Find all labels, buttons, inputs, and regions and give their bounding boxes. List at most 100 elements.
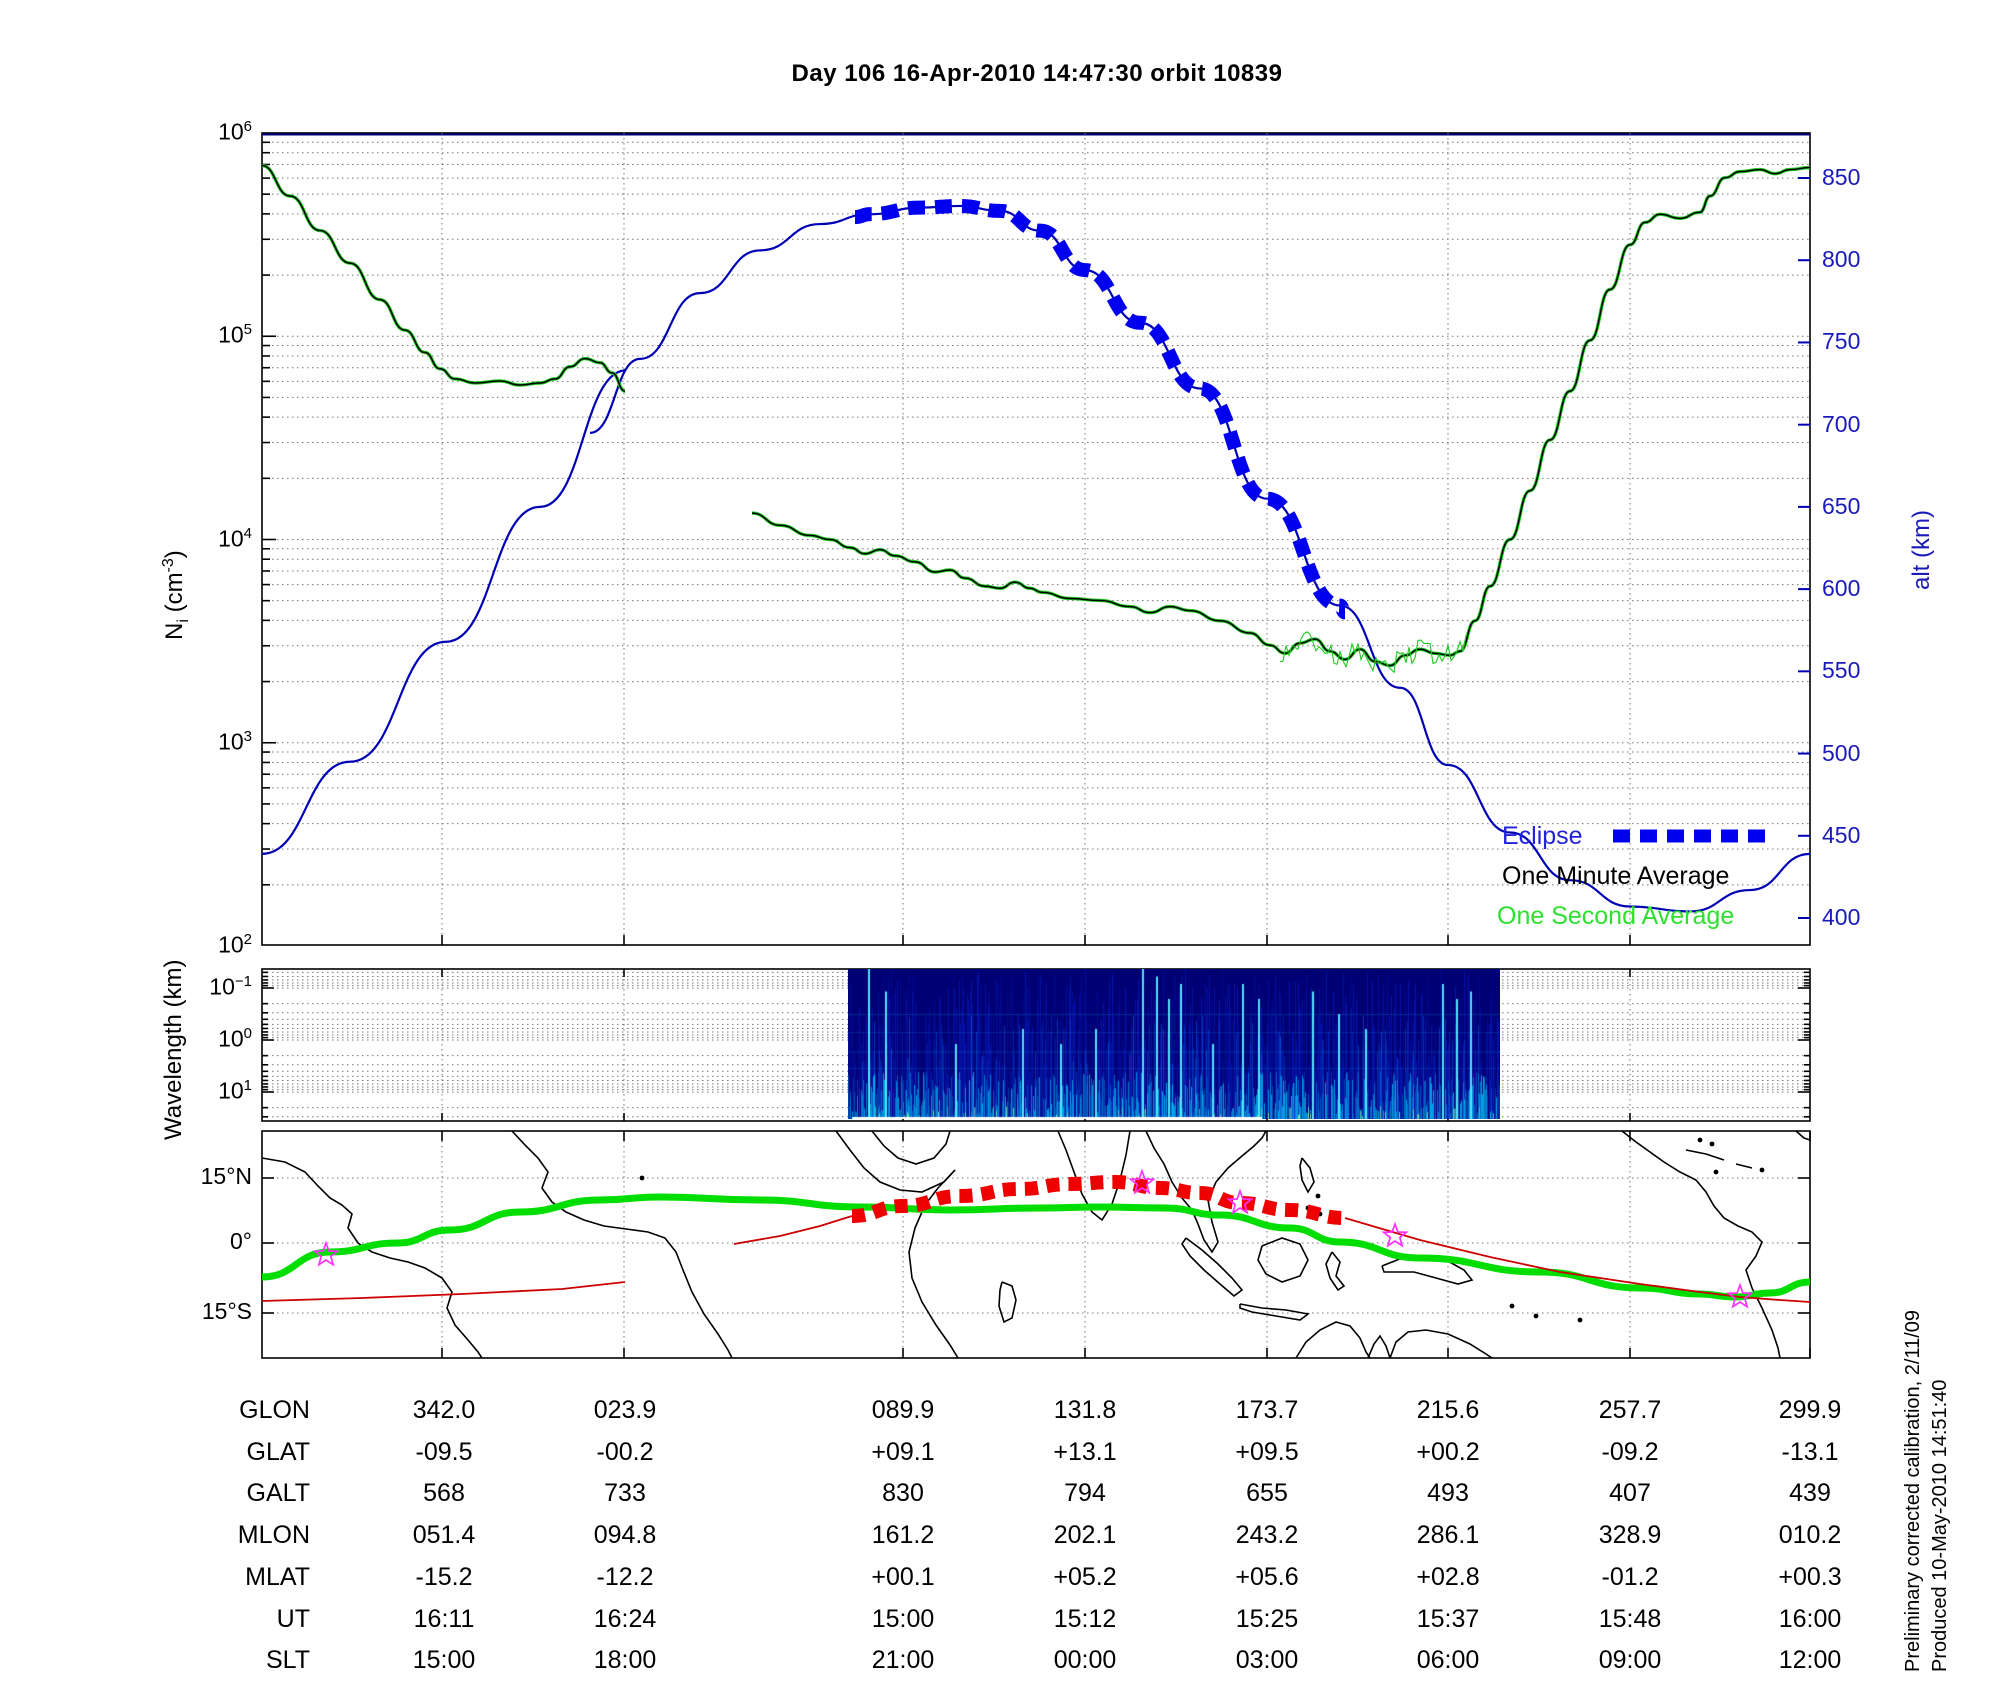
- coastline: [1795, 1130, 1811, 1141]
- altitude-tick-label: 850: [1822, 164, 1861, 190]
- table-cell: -09.2: [1601, 1437, 1659, 1466]
- island-dot: [1577, 1317, 1583, 1323]
- table-cell: -15.2: [415, 1562, 473, 1591]
- production-note-line2: Produced 10-May-2010 14:51:40: [1929, 1379, 1951, 1672]
- island-dot: [1509, 1303, 1515, 1309]
- track-star-marker: [1726, 1282, 1754, 1309]
- island-dot: [1709, 1141, 1715, 1147]
- one-second-average-line-0: [261, 163, 626, 393]
- coastline: [511, 1130, 733, 1359]
- table-cell: +00.1: [871, 1562, 935, 1591]
- table-cell: -01.2: [1601, 1562, 1659, 1591]
- eclipse-dashed-line: [854, 198, 1350, 620]
- table-cell: 094.8: [593, 1521, 657, 1550]
- table-cell: 830: [882, 1479, 924, 1508]
- one-minute-average-line-0: [261, 164, 626, 392]
- altitude-line-main: [589, 204, 1811, 913]
- altitude-tick-label: 500: [1822, 739, 1861, 766]
- one-second-jitter: [1279, 631, 1467, 674]
- spectrogram-image: [848, 969, 1500, 1119]
- production-note-line1: Preliminary corrected calibration, 2/11/…: [1902, 1309, 1924, 1672]
- legend-one-minute-label: One Minute Average: [1502, 862, 1730, 890]
- table-cell: 173.7: [1235, 1396, 1299, 1424]
- red-track-2: [733, 1215, 853, 1245]
- table-cell: 131.8: [1053, 1396, 1117, 1424]
- density-tick-label: 104: [218, 524, 252, 552]
- table-row-label-mlon: MLON: [237, 1521, 310, 1550]
- table-cell: 439: [1789, 1479, 1831, 1508]
- track-star-marker: [1381, 1221, 1409, 1248]
- table-cell: 15:00: [871, 1604, 935, 1633]
- altitude-tick-label: 750: [1822, 328, 1861, 355]
- island-dot: [1713, 1169, 1719, 1175]
- table-cell: +05.2: [1053, 1562, 1117, 1591]
- wavelength-tick-label: 10−1: [209, 973, 252, 1000]
- altitude-tick-label: 550: [1822, 657, 1861, 684]
- table-row-label-glat: GLAT: [246, 1437, 310, 1466]
- table-cell: -12.2: [596, 1562, 654, 1591]
- coastline: [1057, 1130, 1131, 1222]
- table-cell: 023.9: [593, 1396, 657, 1424]
- table-row-label-ut: UT: [276, 1604, 310, 1633]
- altitude-tick-label: 700: [1822, 410, 1861, 437]
- table-cell: 794: [1064, 1479, 1106, 1508]
- table-cell: 18:00: [593, 1646, 657, 1675]
- coastline: [908, 1169, 959, 1359]
- table-cell: 215.6: [1416, 1396, 1480, 1424]
- one-minute-average-line-1: [751, 166, 1811, 667]
- table-cell: 15:48: [1598, 1604, 1662, 1633]
- table-cell: 243.2: [1235, 1521, 1299, 1550]
- coastline: [871, 1130, 951, 1165]
- table-cell: 051.4: [412, 1521, 476, 1550]
- table-cell: +05.6: [1235, 1562, 1299, 1591]
- table-cell: 161.2: [871, 1521, 935, 1550]
- density-tick-label: 102: [218, 931, 252, 958]
- track-star-marker: [312, 1240, 340, 1267]
- table-cell: +09.1: [871, 1437, 935, 1466]
- table-cell: 00:00: [1053, 1646, 1117, 1675]
- table-cell: 010.2: [1778, 1521, 1842, 1550]
- table-cell: 299.9: [1778, 1396, 1842, 1424]
- table-cell: 568: [423, 1479, 465, 1508]
- coastline: [1145, 1130, 1267, 1254]
- coastline: [1299, 1157, 1315, 1194]
- coastline: [1295, 1321, 1371, 1359]
- coastline: [1621, 1130, 1781, 1359]
- table-row-label-glon: GLON: [239, 1396, 310, 1424]
- altitude-tick-label: 450: [1822, 821, 1861, 848]
- ground-track-green: [261, 1193, 1811, 1301]
- table-cell: 16:00: [1778, 1604, 1842, 1633]
- table-cell: 15:37: [1416, 1604, 1480, 1633]
- table-cell: 655: [1246, 1479, 1288, 1508]
- coastline: [261, 1157, 483, 1359]
- table-cell: 09:00: [1598, 1646, 1662, 1675]
- coastline: [1367, 1334, 1391, 1359]
- table-cell: 21:00: [871, 1646, 935, 1675]
- coastline: [1685, 1149, 1725, 1161]
- table-cell: 257.7: [1598, 1396, 1662, 1424]
- wavelength-tick-label: 101: [218, 1077, 252, 1104]
- table-cell: 12:00: [1778, 1646, 1842, 1675]
- altitude-tick-label: 650: [1822, 492, 1861, 519]
- table-cell: +13.1: [1053, 1437, 1117, 1466]
- table-cell: 16:24: [593, 1604, 657, 1633]
- coastline: [1389, 1329, 1493, 1359]
- density-tick-label: 105: [218, 321, 252, 348]
- altitude-tick-label: 800: [1822, 246, 1861, 273]
- coastline: [1257, 1237, 1309, 1283]
- table-cell: 16:11: [413, 1604, 475, 1633]
- altitude-tick-label: 600: [1822, 575, 1861, 602]
- page-title: Day 106 16-Apr-2010 14:47:30 orbit 10839: [791, 60, 1283, 87]
- density-tick-label: 103: [218, 727, 252, 755]
- table-cell: +09.5: [1235, 1437, 1299, 1466]
- table-cell: 202.1: [1053, 1521, 1117, 1550]
- coastline: [1325, 1251, 1346, 1292]
- table-cell: 328.9: [1598, 1521, 1662, 1550]
- table-cell: 493: [1427, 1479, 1469, 1508]
- coastline: [835, 1130, 956, 1193]
- island-dot: [1759, 1167, 1765, 1173]
- latitude-tick-label: 0°: [230, 1228, 252, 1254]
- legend-one-second-label: One Second Average: [1497, 902, 1735, 930]
- table-cell: +00.3: [1778, 1562, 1842, 1591]
